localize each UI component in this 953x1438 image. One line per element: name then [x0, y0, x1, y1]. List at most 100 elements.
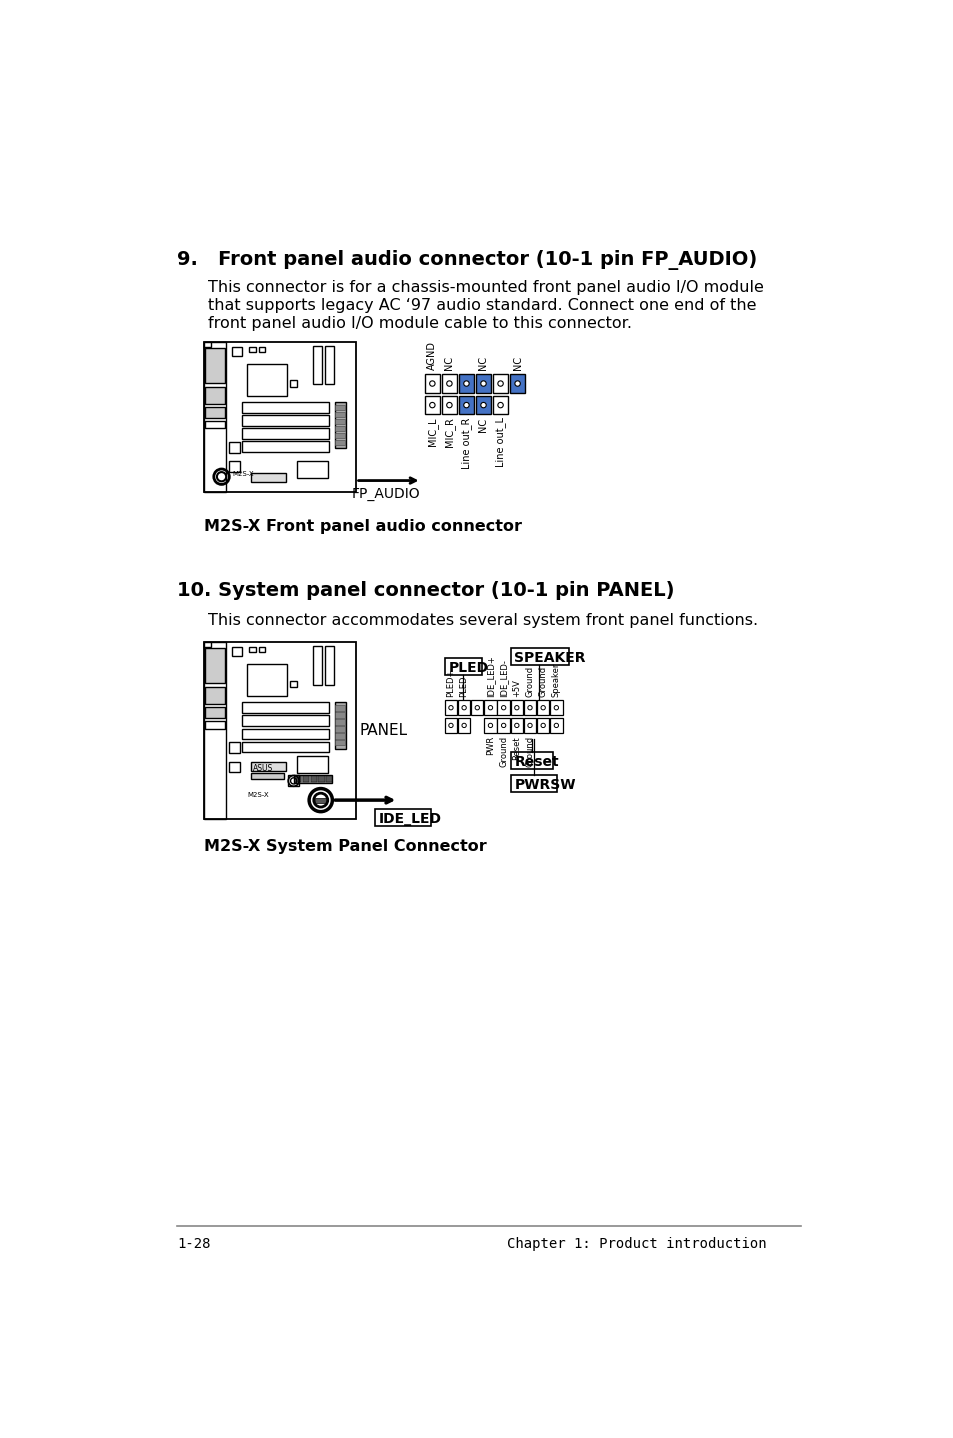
Circle shape [488, 706, 492, 710]
Bar [335, 726, 344, 732]
Text: PLED: PLED [448, 660, 488, 674]
Text: IDE_LED: IDE_LED [378, 812, 441, 827]
Bar [241, 742, 328, 752]
Bar [249, 647, 255, 653]
Text: Ground: Ground [498, 736, 508, 768]
Bar [497, 718, 509, 733]
Bar [241, 716, 328, 726]
Circle shape [446, 403, 452, 408]
Circle shape [463, 403, 469, 408]
Bar [441, 374, 456, 393]
Text: Line out_R: Line out_R [460, 417, 472, 469]
Text: M2S-X Front panel audio connector: M2S-X Front panel audio connector [204, 519, 522, 533]
Bar [497, 700, 509, 716]
Bar [550, 700, 562, 716]
Bar [204, 643, 355, 820]
Bar [294, 775, 332, 784]
Text: Chapter 1: Product introduction: Chapter 1: Product introduction [506, 1238, 765, 1251]
Bar [241, 441, 328, 452]
Text: MIC_R: MIC_R [443, 417, 455, 447]
Bar [313, 345, 322, 384]
Bar [205, 649, 225, 683]
Bar [335, 702, 345, 749]
Bar [509, 374, 525, 393]
Text: This connector accommodates several system front panel functions.: This connector accommodates several syst… [208, 613, 758, 628]
Circle shape [501, 706, 505, 710]
Bar [326, 777, 332, 782]
Bar [510, 752, 553, 768]
Bar [232, 647, 242, 656]
Text: ASUS: ASUS [253, 764, 274, 772]
Text: FP_AUDIO: FP_AUDIO [352, 486, 420, 500]
Bar [335, 719, 344, 725]
Circle shape [554, 706, 558, 710]
Bar [249, 347, 255, 352]
Text: Speaker: Speaker [551, 663, 560, 697]
Text: NC: NC [444, 357, 454, 371]
Bar [205, 420, 225, 429]
Circle shape [429, 381, 435, 387]
Bar [424, 374, 439, 393]
Circle shape [448, 723, 453, 728]
Bar [288, 775, 298, 787]
Bar [229, 462, 240, 472]
Bar [335, 426, 344, 431]
Bar [204, 342, 355, 492]
Bar [251, 473, 286, 482]
Bar [493, 374, 508, 393]
Bar [229, 441, 240, 453]
Text: that supports legacy AC ‘97 audio standard. Connect one end of the: that supports legacy AC ‘97 audio standa… [208, 298, 756, 313]
Bar [232, 347, 242, 355]
Bar [550, 718, 562, 733]
Bar [205, 720, 225, 729]
Bar [318, 777, 324, 782]
Bar [205, 687, 225, 703]
Circle shape [554, 723, 558, 728]
Bar [493, 395, 508, 414]
Text: NC: NC [478, 357, 488, 371]
Bar [335, 712, 344, 718]
Circle shape [497, 381, 503, 387]
Bar [205, 387, 225, 404]
Text: Ground: Ground [525, 666, 534, 697]
Text: NC: NC [512, 357, 522, 371]
Bar [335, 418, 344, 424]
Text: AGND: AGND [427, 341, 436, 371]
Circle shape [488, 723, 492, 728]
Bar [205, 407, 225, 418]
Bar [205, 707, 225, 719]
Bar [523, 700, 536, 716]
Bar [241, 429, 328, 439]
Bar [484, 700, 497, 716]
Bar [303, 777, 309, 782]
Circle shape [429, 403, 435, 408]
Bar [258, 647, 265, 653]
Circle shape [527, 706, 532, 710]
Circle shape [463, 381, 469, 387]
Bar [537, 718, 549, 733]
Bar [247, 664, 287, 696]
Text: PWR: PWR [485, 736, 495, 755]
Bar [241, 403, 328, 413]
Text: 10. System panel connector (10-1 pin PANEL): 10. System panel connector (10-1 pin PAN… [177, 581, 674, 600]
Bar [458, 395, 474, 414]
Circle shape [527, 723, 532, 728]
Bar [335, 733, 344, 739]
Bar [311, 777, 316, 782]
Text: Line out_L: Line out_L [495, 417, 505, 467]
Circle shape [540, 723, 545, 728]
Bar [297, 462, 328, 479]
Text: M2S-X: M2S-X [247, 792, 269, 798]
Bar [537, 700, 549, 716]
Bar [444, 700, 456, 716]
Circle shape [461, 723, 466, 728]
Bar [476, 374, 491, 393]
Text: front panel audio I/O module cable to this connector.: front panel audio I/O module cable to th… [208, 316, 632, 331]
Bar [444, 718, 456, 733]
Bar [313, 646, 322, 684]
Text: PLED-: PLED- [459, 673, 468, 697]
Bar [290, 680, 297, 687]
Text: IDE_LED-: IDE_LED- [498, 659, 508, 697]
Circle shape [475, 706, 479, 710]
Bar [510, 775, 557, 792]
